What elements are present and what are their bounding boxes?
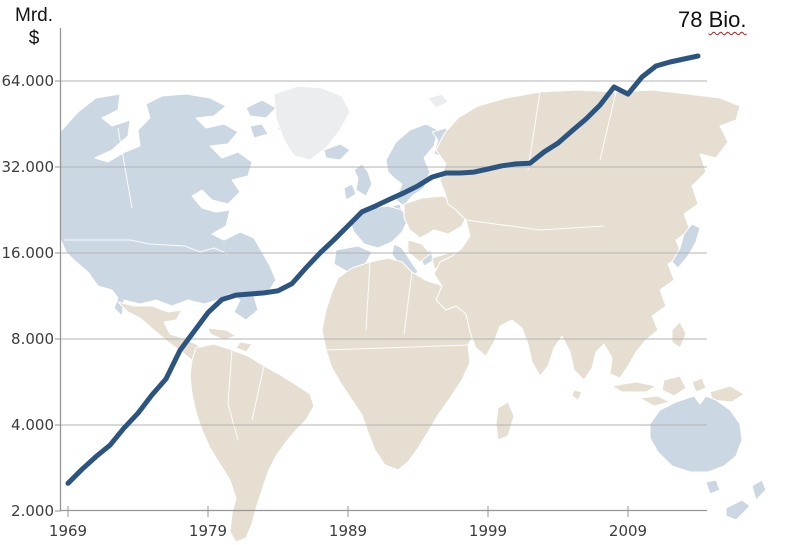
x-tick-label: 1999 [468,522,508,540]
x-tick-label: 1969 [48,522,88,540]
annotation-value: 78 [678,7,703,32]
y-axis-unit-label: Mrd. $ [5,4,63,50]
map-svalbard [427,93,449,109]
y-tick-label: 8.000 [11,330,54,348]
map-sri-lanka [571,389,583,401]
map-western-europe [349,205,409,249]
map-borders-asia [465,91,617,231]
map-united-kingdom [353,163,373,197]
map-tasmania [705,479,721,495]
y-axis-unit-line2: $ [28,28,40,49]
y-tick-label: 16.000 [1,244,55,262]
map-indonesia [611,375,707,407]
end-value-annotation: 78 Bio. [678,7,783,33]
map-south-america [189,343,315,543]
map-balkans [407,239,431,263]
map-iceland [323,143,351,161]
y-axis-unit-line1: Mrd. [15,5,53,26]
map-borders-africa [325,261,469,351]
map-madagascar [495,401,515,441]
x-tick-label: 1989 [328,522,368,540]
y-tick-label: 64.000 [1,72,55,90]
map-greenland [273,85,351,161]
x-tick-label: 2009 [608,522,648,540]
map-north-america [59,93,277,321]
map-new-zealand [725,479,767,521]
map-australia [649,395,743,473]
map-philippines [671,321,687,349]
map-border-us-canada [64,239,229,255]
map-borders-south-america [227,349,265,441]
annotation-unit: Bio. [708,7,747,32]
map-caribbean [207,327,253,353]
x-tick-label: 1979 [188,522,228,540]
y-tick-label: 32.000 [1,158,55,176]
y-tick-label: 4.000 [11,416,54,434]
map-ireland [343,183,357,201]
world-gdp-line [65,53,701,486]
map-africa [321,257,483,471]
map-border-alaska [117,127,133,209]
y-tick-label: 2.000 [11,502,54,520]
